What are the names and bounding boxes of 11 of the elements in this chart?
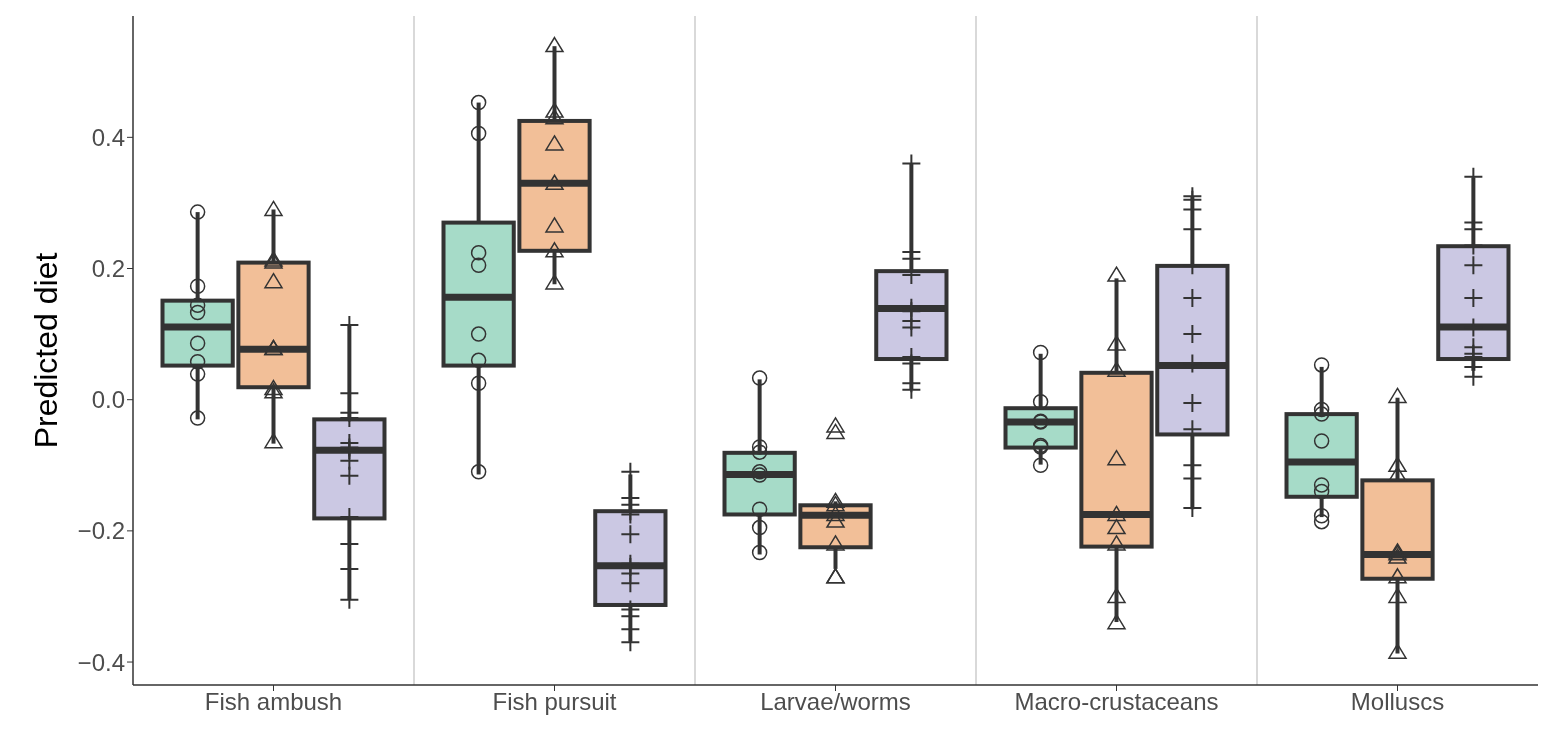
y-tick-label: 0.0 (91, 386, 125, 414)
x-tick-label: Macro-crustaceans (1014, 688, 1219, 716)
y-tick-label: 0.4 (91, 123, 125, 151)
x-tick-label: Fish pursuit (492, 688, 617, 716)
y-tick-label: −0.2 (77, 517, 125, 545)
y-tick-label: 0.2 (91, 255, 125, 283)
x-tick-label: Larvae/worms (760, 688, 911, 716)
x-tick-label: Molluscs (1350, 688, 1445, 716)
x-tick-label: Fish ambush (204, 688, 343, 716)
y-axis-title: Predicted diet (28, 252, 65, 449)
y-tick-label: −0.4 (77, 648, 125, 676)
